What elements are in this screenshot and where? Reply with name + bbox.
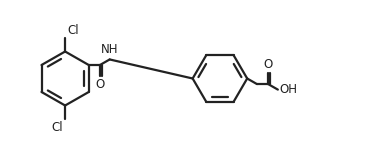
Text: NH: NH xyxy=(101,43,119,56)
Text: Cl: Cl xyxy=(52,121,63,134)
Text: O: O xyxy=(95,78,105,91)
Text: O: O xyxy=(264,58,273,71)
Text: OH: OH xyxy=(280,83,298,96)
Text: Cl: Cl xyxy=(67,24,79,37)
